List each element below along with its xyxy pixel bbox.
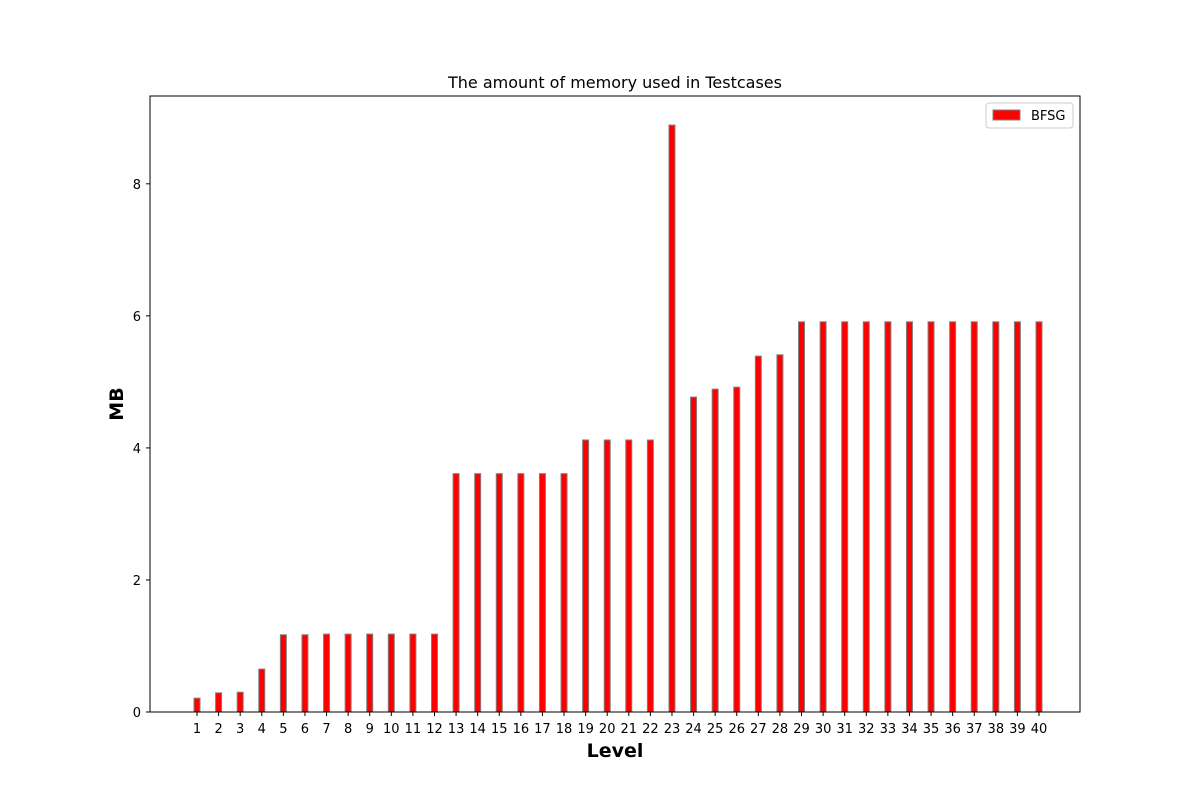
legend-label-bfsg: BFSG xyxy=(1031,109,1066,124)
legend: BFSG xyxy=(985,102,1074,129)
bar-level-11 xyxy=(409,633,417,713)
x-tick-label-4: 4 xyxy=(258,722,266,737)
chart-title: The amount of memory used in Testcases xyxy=(447,73,782,92)
bar-level-10 xyxy=(387,633,395,713)
x-tick-label-19: 19 xyxy=(577,722,594,737)
bar-level-37 xyxy=(970,321,978,713)
x-tick-label-40: 40 xyxy=(1031,722,1048,737)
x-tick-label-35: 35 xyxy=(923,722,940,737)
x-tick-label-16: 16 xyxy=(513,722,530,737)
bar-level-36 xyxy=(949,321,957,713)
bar-level-13 xyxy=(452,473,460,713)
y-tick-label-2: 2 xyxy=(133,574,141,589)
bar-level-6 xyxy=(301,634,309,713)
bar-level-28 xyxy=(776,354,784,713)
x-tick-label-33: 33 xyxy=(880,722,897,737)
bar-level-24 xyxy=(690,396,698,713)
x-tick-label-14: 14 xyxy=(469,722,486,737)
x-tick-label-21: 21 xyxy=(621,722,638,737)
x-tick-label-30: 30 xyxy=(815,722,832,737)
x-tick-label-23: 23 xyxy=(664,722,681,737)
bar-level-18 xyxy=(560,473,568,713)
bar-level-27 xyxy=(754,355,762,713)
bar-level-4 xyxy=(258,668,266,713)
x-tick-label-5: 5 xyxy=(279,722,287,737)
bar-level-1 xyxy=(193,697,201,713)
bar-level-26 xyxy=(733,386,741,713)
bar-level-40 xyxy=(1035,321,1043,713)
x-tick-label-1: 1 xyxy=(193,722,201,737)
bars-group xyxy=(193,124,1043,713)
bar-level-2 xyxy=(215,692,223,713)
x-tick-label-31: 31 xyxy=(836,722,853,737)
bar-level-7 xyxy=(323,633,331,713)
y-axis-label: MB xyxy=(106,387,128,420)
x-tick-label-27: 27 xyxy=(750,722,767,737)
bar-level-33 xyxy=(884,321,892,713)
bar-level-30 xyxy=(819,321,827,713)
y-tick-label-0: 0 xyxy=(133,706,141,721)
bar-level-17 xyxy=(538,473,546,713)
y-tick-label-4: 4 xyxy=(133,442,141,457)
x-tick-label-8: 8 xyxy=(344,722,352,737)
x-tick-label-29: 29 xyxy=(793,722,810,737)
y-tick-label-6: 6 xyxy=(133,310,141,325)
bar-level-25 xyxy=(711,388,719,713)
bar-level-3 xyxy=(236,691,244,713)
bar-level-15 xyxy=(495,473,503,713)
x-tick-label-36: 36 xyxy=(944,722,961,737)
bar-level-21 xyxy=(625,439,633,713)
x-tick-label-6: 6 xyxy=(301,722,309,737)
x-tick-label-9: 9 xyxy=(366,722,374,737)
x-tick-label-12: 12 xyxy=(426,722,443,737)
x-axis-ticks: 1 2 3 4 5 6 7 8 9 10 11 12 13 14 15 16 17 18 19 20 21 22 23 24 2… xyxy=(193,712,1047,737)
x-tick-label-15: 15 xyxy=(491,722,508,737)
x-tick-label-37: 37 xyxy=(966,722,983,737)
plot-frame xyxy=(149,95,1081,713)
x-tick-label-2: 2 xyxy=(214,722,222,737)
bar-level-14 xyxy=(474,473,482,713)
x-tick-label-7: 7 xyxy=(322,722,330,737)
x-tick-label-18: 18 xyxy=(556,722,573,737)
x-tick-label-20: 20 xyxy=(599,722,616,737)
x-tick-label-38: 38 xyxy=(988,722,1005,737)
bar-level-5 xyxy=(279,634,287,713)
x-axis-label: Level xyxy=(587,740,644,762)
x-tick-label-13: 13 xyxy=(448,722,465,737)
x-tick-label-34: 34 xyxy=(901,722,918,737)
bar-level-22 xyxy=(646,439,654,713)
x-tick-label-17: 17 xyxy=(534,722,551,737)
bar-level-19 xyxy=(582,439,590,713)
x-tick-label-26: 26 xyxy=(728,722,745,737)
bar-level-38 xyxy=(992,321,1000,713)
legend-swatch-bfsg xyxy=(992,109,1021,121)
legend-box xyxy=(985,102,1074,129)
bar-level-8 xyxy=(344,633,352,713)
x-tick-label-39: 39 xyxy=(1009,722,1026,737)
x-tick-label-25: 25 xyxy=(707,722,724,737)
x-tick-label-24: 24 xyxy=(685,722,702,737)
bar-level-39 xyxy=(1013,321,1021,713)
bar-level-34 xyxy=(905,321,913,713)
bar-level-12 xyxy=(430,633,438,713)
x-tick-label-28: 28 xyxy=(772,722,789,737)
x-tick-label-22: 22 xyxy=(642,722,659,737)
y-axis-ticks: 0 2 4 6 8 xyxy=(133,178,150,721)
bar-level-20 xyxy=(603,439,611,713)
bar-level-23 xyxy=(668,124,676,713)
y-tick-label-8: 8 xyxy=(133,178,141,193)
bar-level-31 xyxy=(841,321,849,713)
bar-level-29 xyxy=(798,321,806,713)
bar-level-9 xyxy=(366,633,374,713)
bar-level-32 xyxy=(862,321,870,713)
x-tick-label-11: 11 xyxy=(405,722,422,737)
bar-level-16 xyxy=(517,473,525,713)
x-tick-label-3: 3 xyxy=(236,722,244,737)
x-tick-label-10: 10 xyxy=(383,722,400,737)
bar-level-35 xyxy=(927,321,935,713)
x-tick-label-32: 32 xyxy=(858,722,875,737)
